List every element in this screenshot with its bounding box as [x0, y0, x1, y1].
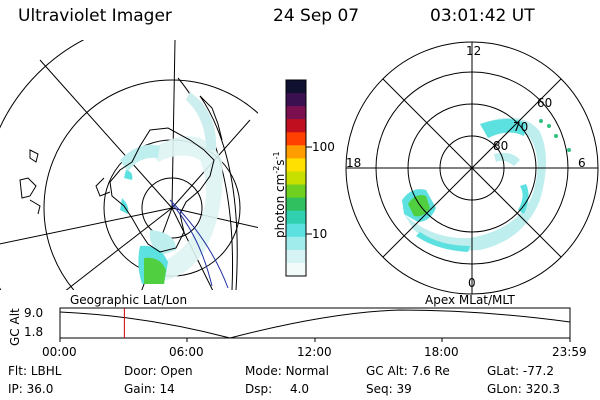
color-bar-segment [286, 80, 306, 94]
geo-map-caption: Geographic Lat/Lon [70, 293, 188, 307]
date-label: 24 Sep 07 [273, 6, 360, 26]
info-glon: GLon: 320.3 [487, 382, 560, 396]
info-filter: Flt: LBHL [8, 364, 61, 378]
magnetic-map [345, 41, 599, 295]
timeline-ylabel: GC Alt [8, 308, 22, 346]
mlt-label-18: 18 [346, 156, 362, 170]
info-ip-value: 36.0 [26, 382, 54, 396]
mlat-label-70: 70 [513, 120, 529, 134]
altitude-curve [59, 309, 571, 339]
info-glat-label: GLat: [487, 364, 520, 378]
info-dsp: Dsp: 4.0 [245, 382, 309, 396]
info-gain: Gain: 14 [124, 382, 175, 396]
timeline-frame [59, 307, 571, 339]
timeline-xtick-1800: 18:00 [424, 345, 459, 359]
timeline-xtick-0000: 00:00 [42, 345, 77, 359]
info-gc-alt: GC Alt: 7.6 Re [366, 364, 450, 378]
color-bar-frame [285, 79, 307, 277]
instrument-title: Ultraviolet Imager [18, 6, 172, 26]
mlt-label-12: 12 [466, 44, 482, 58]
info-dsp-label: Dsp: [245, 382, 273, 396]
timeline-ytick-low: 1.8 [24, 325, 44, 339]
info-glat: GLat: -77.2 [487, 364, 554, 378]
info-mode-label: Mode: [245, 364, 282, 378]
colorbar-unit-text: photon cm [273, 173, 287, 238]
timeline-xtick-1200: 12:00 [297, 345, 332, 359]
colorbar-unit-exp1: -2 [272, 165, 281, 174]
mag-aurora [402, 117, 546, 252]
color-bar-segment [286, 106, 306, 120]
mlt-label-6: 6 [578, 156, 586, 170]
geo-aurora [120, 92, 223, 284]
color-bar-segment [286, 119, 306, 133]
time-label: 03:01:42 UT [430, 6, 535, 26]
color-bar-segment [286, 197, 306, 212]
info-mode: Mode: Normal [245, 364, 329, 378]
info-gc-alt-label: GC Alt: [366, 364, 408, 378]
altitude-timeline [59, 307, 571, 342]
info-seq-value: 39 [396, 382, 412, 396]
color-bar-segment [286, 93, 306, 107]
colorbar-tick-10: 10 [312, 227, 328, 241]
info-ip: IP: 36.0 [8, 382, 53, 396]
mlat-label-60: 60 [537, 96, 553, 110]
color-bar-ticks [306, 146, 312, 235]
timeline-xtick-2359: 23:59 [552, 345, 587, 359]
colorbar-unit-label: photon cm-2s-1 [272, 151, 287, 238]
color-bar-segment [286, 132, 306, 146]
geo-lat-circles [0, 40, 258, 290]
info-door-label: Door: [124, 364, 157, 378]
colorbar-unit-s: s [273, 159, 287, 166]
info-door: Door: Open [124, 364, 193, 378]
color-bar-segment [286, 184, 306, 199]
geo-coastlines [19, 95, 223, 253]
timeline-ticks [59, 338, 571, 342]
info-seq-label: Seq: [366, 382, 393, 396]
color-bar-segment [286, 158, 306, 172]
info-gc-alt-value: 7.6 Re [411, 364, 450, 378]
colorbar-tick-100: 100 [312, 140, 335, 154]
info-filter-value: LBHL [30, 364, 62, 378]
color-bar-segment [286, 223, 306, 238]
info-gain-label: Gain: [124, 382, 156, 396]
color-bar-segment [286, 249, 306, 264]
mag-map-caption: Apex MLat/MLT [425, 293, 515, 307]
terminator-line-2 [171, 203, 213, 287]
color-bar-segment [286, 236, 306, 251]
info-door-value: Open [160, 364, 193, 378]
info-dsp-value: 4.0 [289, 382, 310, 396]
color-bar-segment [286, 262, 306, 277]
terminator-line [169, 199, 229, 289]
geographic-map [0, 40, 258, 290]
color-bar-segment [286, 210, 306, 225]
info-gain-value: 14 [159, 382, 175, 396]
colorbar-unit-exp2: -1 [272, 151, 281, 160]
color-bar-segment [286, 171, 306, 186]
timeline-ytick-high: 9.0 [24, 306, 44, 320]
info-glon-label: GLon: [487, 382, 522, 396]
mag-dots [539, 119, 571, 152]
info-mode-value: Normal [285, 364, 329, 378]
info-glat-value: -77.2 [522, 364, 554, 378]
info-ip-label: IP: [8, 382, 23, 396]
color-bar-segment [286, 145, 306, 159]
mlt-label-0: 0 [468, 276, 476, 290]
info-seq: Seq: 39 [366, 382, 412, 396]
color-bar [285, 79, 307, 277]
timeline-xtick-0600: 06:00 [169, 345, 204, 359]
info-glon-value: 320.3 [525, 382, 560, 396]
mag-mlt-spokes [346, 42, 598, 294]
info-filter-label: Flt: [8, 364, 27, 378]
mlat-label-80: 80 [493, 139, 509, 153]
